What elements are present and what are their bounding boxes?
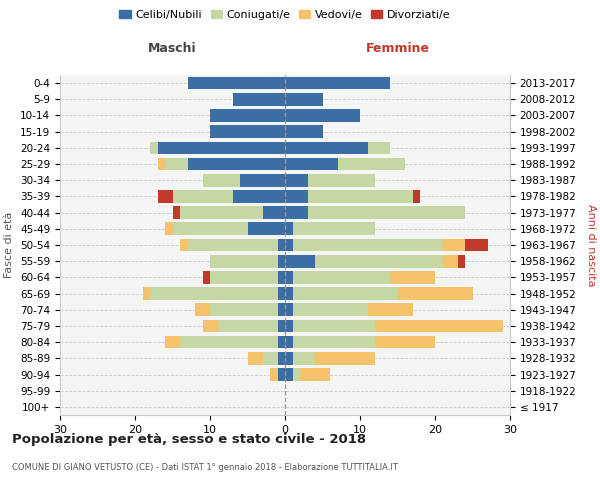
Bar — [293, 336, 375, 348]
Text: Maschi: Maschi — [148, 42, 197, 55]
Bar — [173, 206, 180, 219]
Bar — [157, 190, 173, 202]
Bar — [203, 174, 240, 186]
Bar — [150, 288, 277, 300]
Bar — [218, 320, 277, 332]
Bar — [233, 93, 285, 106]
Bar — [263, 206, 285, 219]
Bar — [337, 158, 405, 170]
Bar — [210, 304, 277, 316]
Bar — [210, 126, 285, 138]
Bar — [285, 304, 293, 316]
Bar — [300, 368, 330, 381]
Text: Popolazione per età, sesso e stato civile - 2018: Popolazione per età, sesso e stato civil… — [12, 432, 366, 446]
Bar — [308, 190, 413, 202]
Bar — [233, 190, 285, 202]
Bar — [203, 320, 218, 332]
Bar — [180, 238, 187, 252]
Y-axis label: Fasce di età: Fasce di età — [4, 212, 14, 278]
Bar — [367, 304, 413, 316]
Bar — [277, 368, 285, 381]
Bar — [285, 126, 323, 138]
Bar — [187, 77, 285, 90]
Bar — [248, 352, 263, 364]
Bar — [285, 336, 293, 348]
Bar — [165, 336, 180, 348]
Bar — [277, 352, 285, 364]
Bar — [398, 288, 473, 300]
Bar — [187, 158, 285, 170]
Bar — [263, 352, 277, 364]
Bar — [285, 368, 293, 381]
Bar — [375, 336, 435, 348]
Bar — [248, 222, 285, 235]
Bar — [165, 222, 173, 235]
Bar — [285, 352, 293, 364]
Legend: Celibi/Nubili, Coniugati/e, Vedovi/e, Divorziati/e: Celibi/Nubili, Coniugati/e, Vedovi/e, Di… — [115, 6, 455, 25]
Bar — [285, 255, 315, 268]
Bar — [210, 255, 277, 268]
Bar — [285, 238, 293, 252]
Bar — [458, 255, 465, 268]
Bar — [293, 352, 315, 364]
Bar — [308, 206, 465, 219]
Bar — [173, 190, 233, 202]
Bar — [195, 304, 210, 316]
Bar — [270, 368, 277, 381]
Bar — [375, 320, 503, 332]
Bar — [465, 238, 487, 252]
Bar — [277, 255, 285, 268]
Bar — [210, 271, 277, 283]
Bar — [285, 142, 367, 154]
Bar — [157, 158, 165, 170]
Bar — [277, 304, 285, 316]
Bar — [390, 271, 435, 283]
Bar — [165, 158, 187, 170]
Bar — [443, 238, 465, 252]
Bar — [180, 206, 263, 219]
Bar — [293, 304, 367, 316]
Bar — [150, 142, 157, 154]
Bar — [293, 320, 375, 332]
Bar — [367, 142, 390, 154]
Bar — [285, 190, 308, 202]
Bar — [277, 320, 285, 332]
Bar — [285, 174, 308, 186]
Bar — [285, 271, 293, 283]
Bar — [285, 206, 308, 219]
Bar — [285, 93, 323, 106]
Bar — [315, 255, 443, 268]
Bar — [285, 158, 337, 170]
Bar — [277, 238, 285, 252]
Bar — [143, 288, 150, 300]
Bar — [187, 238, 277, 252]
Bar — [277, 336, 285, 348]
Bar — [293, 368, 300, 381]
Y-axis label: Anni di nascita: Anni di nascita — [586, 204, 596, 286]
Bar — [173, 222, 248, 235]
Bar — [293, 271, 390, 283]
Bar — [277, 288, 285, 300]
Bar — [203, 271, 210, 283]
Bar — [157, 142, 285, 154]
Bar — [293, 288, 398, 300]
Bar — [443, 255, 458, 268]
Bar — [210, 109, 285, 122]
Bar — [285, 222, 293, 235]
Bar — [315, 352, 375, 364]
Bar — [293, 238, 443, 252]
Bar — [413, 190, 420, 202]
Bar — [308, 174, 375, 186]
Bar — [285, 288, 293, 300]
Bar — [180, 336, 277, 348]
Bar — [293, 222, 375, 235]
Bar — [240, 174, 285, 186]
Text: Femmine: Femmine — [365, 42, 430, 55]
Bar — [285, 109, 360, 122]
Bar — [277, 271, 285, 283]
Bar — [285, 77, 390, 90]
Text: COMUNE DI GIANO VETUSTO (CE) - Dati ISTAT 1° gennaio 2018 - Elaborazione TUTTITA: COMUNE DI GIANO VETUSTO (CE) - Dati ISTA… — [12, 463, 398, 472]
Bar — [285, 320, 293, 332]
